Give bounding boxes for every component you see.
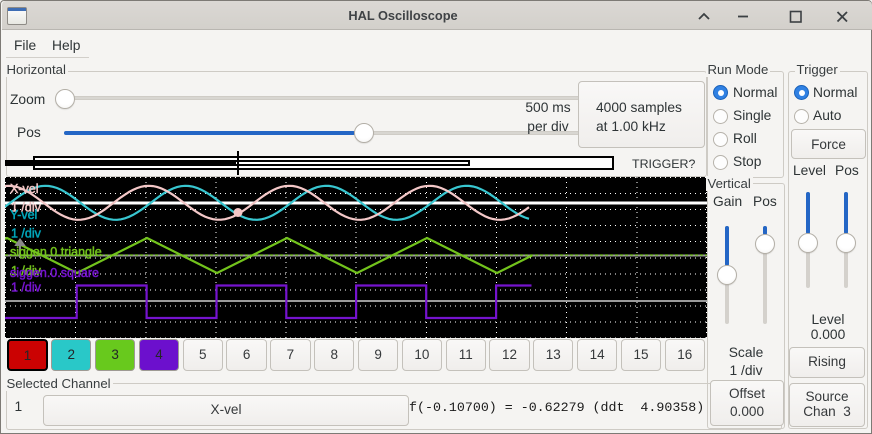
svg-text:1 /div: 1 /div	[11, 227, 42, 241]
svg-text:Y-vel: Y-vel	[10, 208, 37, 222]
svg-text:siggen.0.square: siggen.0.square	[10, 266, 99, 280]
svg-text:X-vel: X-vel	[10, 182, 38, 196]
svg-text:siggen.0.triangle: siggen.0.triangle	[10, 245, 102, 259]
svg-text:1 /div: 1 /div	[11, 281, 42, 295]
svg-text:1 /div: 1 /div	[11, 264, 42, 278]
svg-text:1 /div: 1 /div	[11, 201, 42, 215]
